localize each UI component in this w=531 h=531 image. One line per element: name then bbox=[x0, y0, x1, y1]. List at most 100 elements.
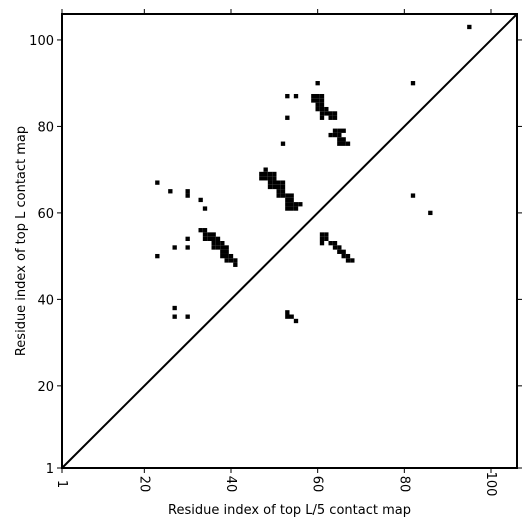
contact-cell bbox=[215, 241, 221, 246]
contact-cell bbox=[319, 102, 325, 107]
contact-cells bbox=[155, 24, 472, 324]
contact-cell bbox=[345, 253, 351, 259]
contact-cell bbox=[267, 184, 273, 190]
contact-cell bbox=[185, 314, 190, 319]
contact-cell bbox=[259, 176, 264, 181]
contact-cell bbox=[319, 111, 325, 116]
contact-cell bbox=[467, 24, 472, 30]
contact-cell bbox=[285, 93, 290, 99]
x-tick-label: 20 bbox=[136, 476, 151, 493]
contact-cell bbox=[185, 189, 190, 194]
diagonal-line bbox=[61, 13, 518, 469]
contact-cell bbox=[202, 206, 208, 211]
contact-cell bbox=[280, 184, 286, 190]
contact-cell bbox=[280, 189, 286, 194]
contact-cell bbox=[324, 236, 329, 241]
contact-cell bbox=[202, 228, 208, 233]
contact-cell bbox=[289, 197, 294, 203]
contact-cell bbox=[267, 171, 273, 177]
contact-cell bbox=[215, 236, 221, 241]
contact-cell bbox=[259, 171, 264, 177]
contact-cell bbox=[211, 236, 216, 241]
y-tick-label: 40 bbox=[37, 293, 54, 308]
contact-cell bbox=[276, 193, 281, 198]
contact-cell bbox=[285, 310, 290, 315]
contact-cell bbox=[345, 141, 351, 146]
contact-cell bbox=[185, 245, 190, 250]
contact-cell bbox=[185, 236, 190, 241]
contact-cell bbox=[328, 115, 333, 120]
contact-cell bbox=[272, 176, 277, 181]
contact-cell bbox=[202, 236, 208, 241]
x-tick-label: 1 bbox=[54, 480, 69, 488]
contact-cell bbox=[350, 258, 355, 263]
plot-frame bbox=[61, 13, 518, 469]
contact-cell bbox=[328, 111, 333, 116]
contact-cell bbox=[172, 245, 177, 250]
contact-cell bbox=[293, 93, 299, 99]
contact-cell bbox=[293, 318, 299, 324]
contact-cell bbox=[220, 249, 225, 254]
y-axis-label: Residue index of top L contact map bbox=[14, 126, 29, 356]
contact-cell bbox=[224, 249, 229, 254]
contact-cell bbox=[319, 236, 325, 241]
contact-cell bbox=[345, 258, 351, 263]
contact-cell bbox=[168, 189, 173, 194]
contact-cell bbox=[289, 206, 294, 211]
contact-cell bbox=[341, 128, 346, 133]
contact-cell bbox=[410, 193, 416, 198]
contact-cell bbox=[319, 241, 325, 246]
contact-cell bbox=[315, 106, 320, 112]
contact-cell bbox=[324, 106, 329, 112]
contact-cell bbox=[207, 232, 212, 237]
contact-cell bbox=[280, 141, 286, 146]
y-tick-label: 100 bbox=[29, 34, 54, 49]
y-tick-label: 80 bbox=[37, 120, 54, 135]
contact-cell bbox=[211, 232, 216, 237]
contact-cell bbox=[332, 245, 338, 250]
contact-cell bbox=[233, 258, 238, 263]
x-axis-label: Residue index of top L/5 contact map bbox=[168, 503, 411, 518]
contact-cell bbox=[332, 132, 338, 138]
contact-cell bbox=[280, 180, 286, 185]
contact-cell bbox=[224, 253, 229, 259]
contact-cell bbox=[341, 137, 346, 142]
contact-cell bbox=[319, 232, 325, 237]
contact-cell bbox=[202, 232, 208, 237]
contact-cell bbox=[276, 184, 281, 190]
contact-cell bbox=[289, 202, 294, 207]
contact-cell bbox=[337, 128, 342, 133]
contact-cell bbox=[285, 206, 290, 211]
x-axis-ticks: 1 20 40 60 80 100 bbox=[54, 9, 498, 496]
x-tick-label: 60 bbox=[310, 476, 325, 493]
contact-cell bbox=[267, 176, 273, 181]
contact-cell bbox=[341, 141, 346, 146]
contact-cell bbox=[298, 202, 303, 207]
contact-cell bbox=[337, 249, 342, 254]
contact-cell bbox=[198, 228, 203, 233]
contact-cell bbox=[328, 241, 333, 246]
contact-cell bbox=[276, 180, 281, 185]
contact-cell bbox=[337, 137, 342, 142]
contact-cell bbox=[280, 193, 286, 198]
contact-cell bbox=[224, 245, 229, 250]
contact-cell bbox=[315, 102, 320, 107]
contact-cell bbox=[272, 184, 277, 190]
contact-cell bbox=[285, 193, 290, 198]
contact-cell bbox=[332, 128, 338, 133]
contact-cell bbox=[337, 245, 342, 250]
contact-cell bbox=[285, 115, 290, 120]
contact-cell bbox=[341, 249, 346, 254]
contact-cell bbox=[315, 98, 320, 103]
contact-cell bbox=[285, 202, 290, 207]
contact-cell bbox=[220, 253, 225, 259]
contact-cell bbox=[267, 180, 273, 185]
contact-cell bbox=[185, 193, 190, 198]
contact-cell bbox=[293, 202, 299, 207]
contact-cell bbox=[319, 93, 325, 99]
contact-cell bbox=[228, 253, 234, 259]
contact-cell bbox=[228, 258, 234, 263]
contact-cell bbox=[319, 98, 325, 103]
contact-cell bbox=[198, 197, 203, 203]
